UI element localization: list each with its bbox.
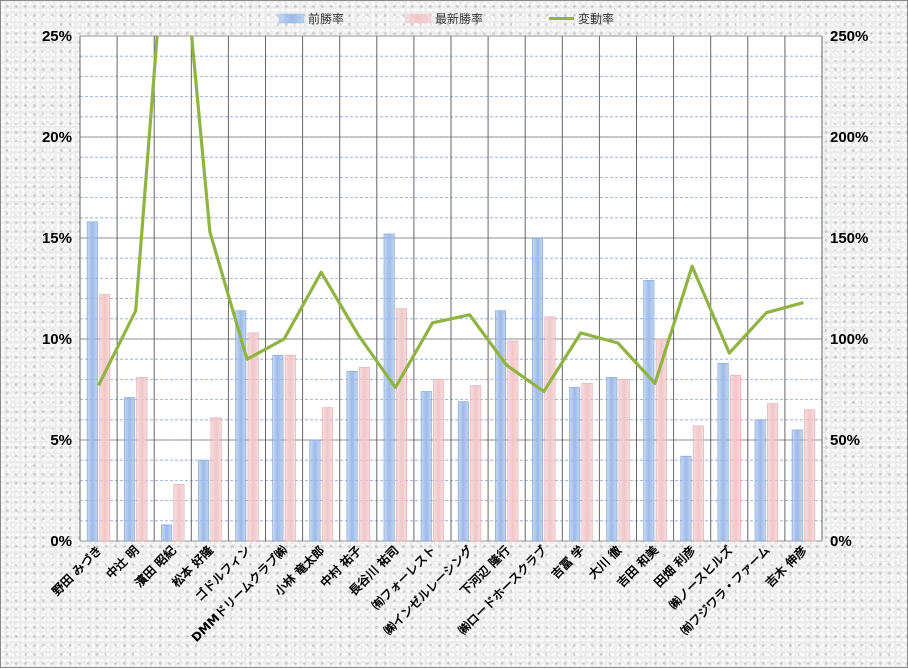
y-right-tick-label: 50% — [830, 432, 860, 449]
y-right-tick-label: 100% — [830, 331, 868, 348]
x-category-label: 野田 みづき — [49, 543, 105, 599]
bar-latest-7 — [358, 366, 370, 542]
legend-swatch-0 — [278, 13, 305, 24]
bar-latest-19 — [804, 409, 816, 542]
bar-prev-1 — [123, 397, 135, 542]
bar-latest-0 — [99, 294, 111, 542]
y-left-tick-label: 10% — [42, 331, 72, 348]
y-left-tick-label: 0% — [50, 533, 72, 550]
bar-latest-14 — [618, 379, 630, 542]
legend-label-2: 変動率 — [578, 11, 614, 26]
legend: 前勝率 最新勝率 変動率 — [278, 11, 614, 26]
bar-prev-6 — [309, 439, 321, 542]
y-right-tick-label: 200% — [830, 129, 868, 146]
bar-prev-11 — [494, 310, 506, 542]
x-category-label: ㈲フォーレスト — [369, 543, 439, 613]
bar-latest-6 — [321, 407, 333, 542]
bar-prev-19 — [791, 429, 803, 542]
bar-latest-3 — [210, 417, 222, 542]
x-category-label: 吉木 伸彦 — [762, 543, 810, 591]
bar-prev-7 — [346, 371, 358, 542]
bar-latest-16 — [692, 425, 704, 542]
bar-prev-5 — [272, 354, 284, 542]
y-left-tick-label: 25% — [42, 28, 72, 45]
bar-prev-17 — [717, 362, 729, 542]
bar-latest-5 — [284, 354, 296, 542]
bar-series — [86, 221, 816, 542]
bar-latest-11 — [507, 340, 519, 542]
bar-latest-1 — [136, 377, 148, 542]
bar-latest-4 — [247, 332, 259, 542]
bar-latest-10 — [470, 385, 482, 542]
bar-prev-14 — [606, 377, 618, 542]
bar-latest-2 — [173, 484, 185, 542]
y-left-tick-label: 15% — [42, 230, 72, 247]
y-right-tick-label: 250% — [830, 28, 868, 45]
legend-label-1: 最新勝率 — [435, 11, 483, 26]
bar-latest-17 — [729, 375, 741, 542]
bar-prev-9 — [420, 391, 432, 542]
bar-prev-15 — [643, 280, 655, 542]
bar-latest-18 — [767, 403, 779, 542]
x-category-label: ㈱ノースヒルズ — [666, 543, 736, 613]
bar-latest-15 — [655, 338, 667, 542]
y-right-tick-label: 0% — [830, 533, 852, 550]
bar-prev-2 — [161, 524, 173, 542]
bar-latest-13 — [581, 383, 593, 542]
bar-prev-18 — [754, 419, 766, 542]
gridlines — [79, 35, 823, 542]
bar-prev-4 — [235, 310, 247, 542]
legend-swatch-1 — [405, 13, 432, 24]
bar-latest-9 — [433, 379, 445, 542]
bar-prev-0 — [86, 221, 98, 542]
bar-prev-8 — [383, 233, 395, 542]
line-series — [97, 36, 804, 394]
y-right-tick-label: 150% — [830, 230, 868, 247]
bar-latest-12 — [544, 316, 556, 542]
bar-prev-10 — [457, 401, 469, 542]
line-change-rate — [97, 36, 804, 394]
bar-prev-3 — [198, 459, 210, 542]
legend-label-0: 前勝率 — [308, 11, 344, 26]
bar-latest-8 — [396, 308, 408, 542]
x-category-label: 吉冨 学 — [548, 543, 587, 582]
bar-prev-16 — [680, 455, 692, 542]
bar-prev-13 — [569, 387, 581, 542]
y-left-tick-label: 20% — [42, 129, 72, 146]
y-left-tick-label: 5% — [50, 432, 72, 449]
